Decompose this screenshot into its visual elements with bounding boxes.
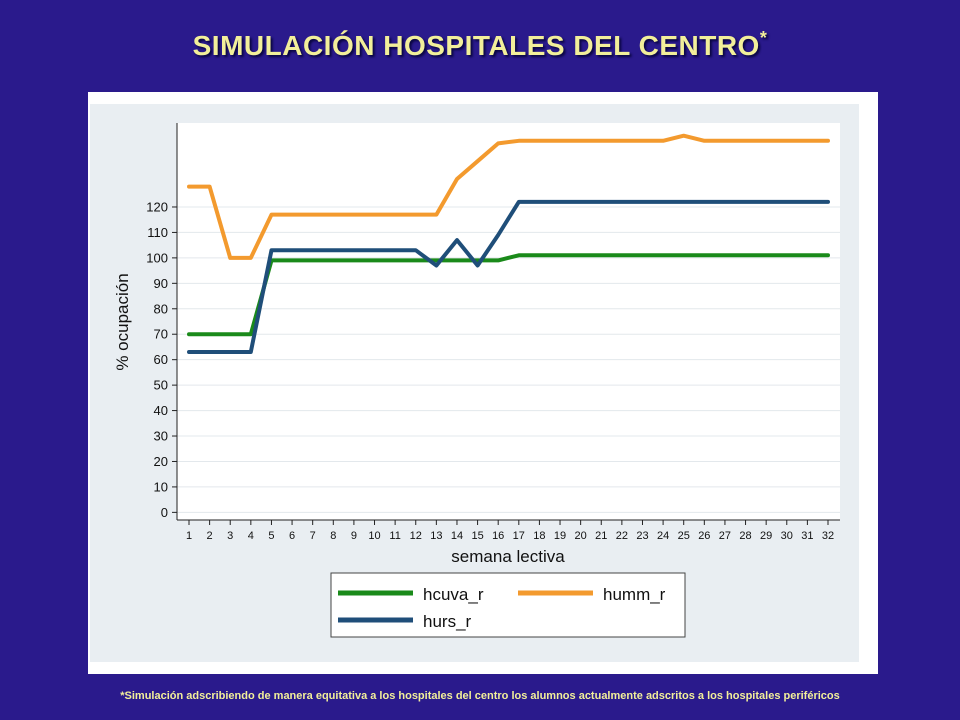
x-tick-label-5: 5 [268, 530, 274, 542]
y-ticks: 0 10 20 30 40 50 60 70 80 90 100 110 120 [146, 199, 177, 520]
y-tick-label-90: 90 [154, 276, 168, 291]
x-tick-label-15: 15 [471, 530, 483, 542]
y-tick-label-70: 70 [154, 327, 168, 342]
y-tick-label-30: 30 [154, 429, 168, 444]
x-tick-label-19: 19 [554, 530, 566, 542]
x-tick-label-3: 3 [227, 530, 233, 542]
y-axis-label: % ocupación [113, 273, 132, 370]
footnote: *Simulación adscribiendo de manera equit… [120, 690, 840, 702]
x-tick-label-4: 4 [248, 530, 254, 542]
legend: hcuva_r humm_r hurs_r [330, 572, 686, 638]
legend-box [330, 572, 686, 638]
y-tick-label-50: 50 [154, 378, 168, 393]
x-tick-label-2: 2 [207, 530, 213, 542]
x-tick-label-1: 1 [186, 530, 192, 542]
x-tick-label-21: 21 [595, 530, 607, 542]
y-tick-label-40: 40 [154, 403, 168, 418]
x-tick-label-7: 7 [310, 530, 316, 542]
y-tick-label-0: 0 [161, 505, 168, 520]
chart-frame: 0 10 20 30 40 50 60 70 80 90 100 110 120 1 2 3 4 5 6 7 8 9 10… [88, 92, 878, 674]
x-tick-label-6: 6 [289, 530, 295, 542]
x-tick-label-13: 13 [430, 530, 442, 542]
x-tick-label-24: 24 [657, 530, 669, 542]
x-tick-label-17: 17 [513, 530, 525, 542]
y-tick-label-20: 20 [154, 454, 168, 469]
x-tick-label-28: 28 [739, 530, 751, 542]
x-tick-label-18: 18 [533, 530, 545, 542]
legend-label-humm-r: humm_r [603, 585, 666, 604]
x-ticks: 1 2 3 4 5 6 7 8 9 10 11 12 13 14 15 16 17 18 19 20 21 22 23 24 2… [186, 520, 834, 542]
slide-title-text: SIMULACIÓN HOSPITALES DEL CENTRO [192, 30, 760, 61]
slide-title-mark: * [759, 28, 768, 48]
x-tick-label-14: 14 [451, 530, 463, 542]
x-tick-label-23: 23 [636, 530, 648, 542]
x-tick-label-30: 30 [781, 530, 793, 542]
y-tick-label-10: 10 [154, 479, 168, 494]
series-line-hurs-r [187, 199, 830, 354]
y-tick-label-110: 110 [147, 225, 168, 240]
x-tick-label-12: 12 [410, 530, 422, 542]
series-lines [187, 133, 830, 354]
x-tick-label-10: 10 [368, 530, 380, 542]
x-tick-label-27: 27 [719, 530, 731, 542]
y-tick-label-60: 60 [154, 352, 168, 367]
x-tick-label-32: 32 [822, 530, 834, 542]
slide-title: SIMULACIÓN HOSPITALES DEL CENTRO* [0, 28, 960, 62]
x-tick-label-20: 20 [575, 530, 587, 542]
legend-label-hurs-r: hurs_r [423, 612, 472, 631]
y-tick-label-80: 80 [154, 301, 168, 316]
legend-label-hcuva-r: hcuva_r [423, 585, 484, 604]
x-tick-label-26: 26 [698, 530, 710, 542]
x-tick-label-8: 8 [330, 530, 336, 542]
x-tick-label-25: 25 [678, 530, 690, 542]
series-line-humm-r [187, 133, 830, 260]
y-tick-label-100: 100 [146, 250, 168, 265]
x-tick-label-16: 16 [492, 530, 504, 542]
y-tick-label-120: 120 [146, 199, 168, 214]
x-axis-label: semana lectiva [451, 547, 565, 566]
x-tick-label-29: 29 [760, 530, 772, 542]
x-tick-label-9: 9 [351, 530, 357, 542]
x-tick-label-22: 22 [616, 530, 628, 542]
plot-area [177, 123, 840, 520]
x-tick-label-11: 11 [389, 530, 400, 542]
axes [176, 123, 840, 521]
series-line-hcuva-r [187, 253, 830, 337]
x-tick-label-31: 31 [801, 530, 813, 542]
